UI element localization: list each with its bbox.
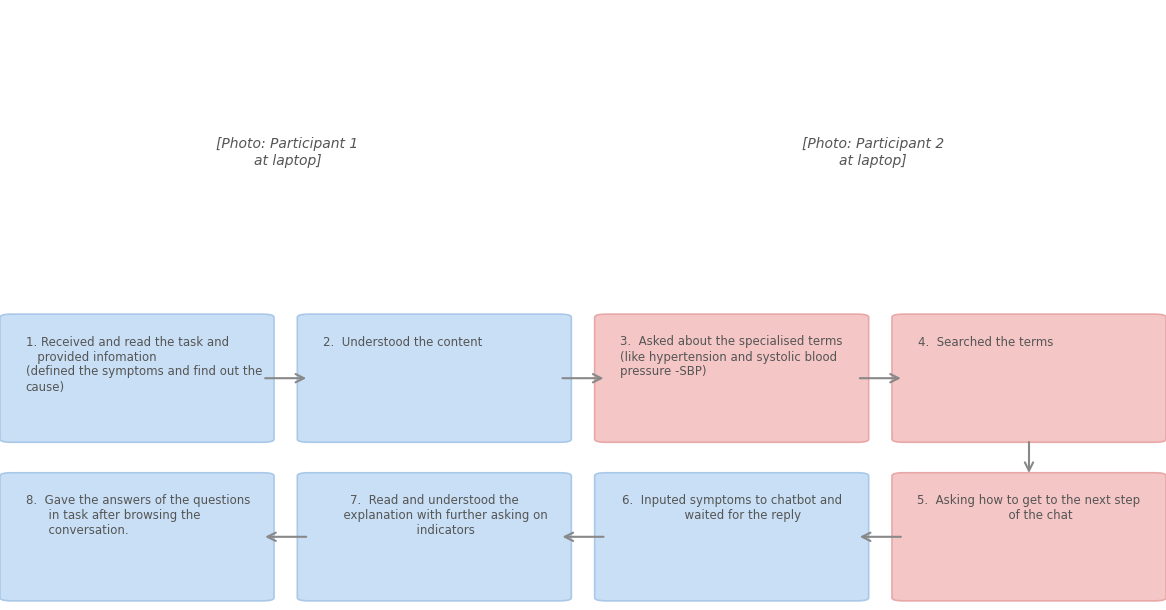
FancyBboxPatch shape xyxy=(0,473,274,601)
FancyBboxPatch shape xyxy=(0,314,274,442)
Text: 6.  Inputed symptoms to chatbot and
      waited for the reply: 6. Inputed symptoms to chatbot and waite… xyxy=(621,494,842,522)
FancyBboxPatch shape xyxy=(892,314,1166,442)
Text: 5.  Asking how to get to the next step
      of the chat: 5. Asking how to get to the next step of… xyxy=(918,494,1140,522)
Text: 7.  Read and understood the
      explanation with further asking on
      indic: 7. Read and understood the explanation w… xyxy=(321,494,548,537)
Text: [Photo: Participant 2
at laptop]: [Photo: Participant 2 at laptop] xyxy=(802,137,943,168)
FancyBboxPatch shape xyxy=(297,314,571,442)
Text: [Photo: Participant 1
at laptop]: [Photo: Participant 1 at laptop] xyxy=(217,137,358,168)
FancyBboxPatch shape xyxy=(595,473,869,601)
Text: 1. Received and read the task and
   provided infomation
(defined the symptoms a: 1. Received and read the task and provid… xyxy=(26,336,262,393)
FancyBboxPatch shape xyxy=(297,473,571,601)
Text: 4.  Searched the terms: 4. Searched the terms xyxy=(918,336,1053,348)
FancyBboxPatch shape xyxy=(892,473,1166,601)
Text: 2.  Understood the content: 2. Understood the content xyxy=(323,336,483,348)
FancyBboxPatch shape xyxy=(595,314,869,442)
Text: 8.  Gave the answers of the questions
      in task after browsing the
      con: 8. Gave the answers of the questions in … xyxy=(26,494,250,537)
Text: 3.  Asked about the specialised terms
(like hypertension and systolic blood
pres: 3. Asked about the specialised terms (li… xyxy=(620,336,843,378)
